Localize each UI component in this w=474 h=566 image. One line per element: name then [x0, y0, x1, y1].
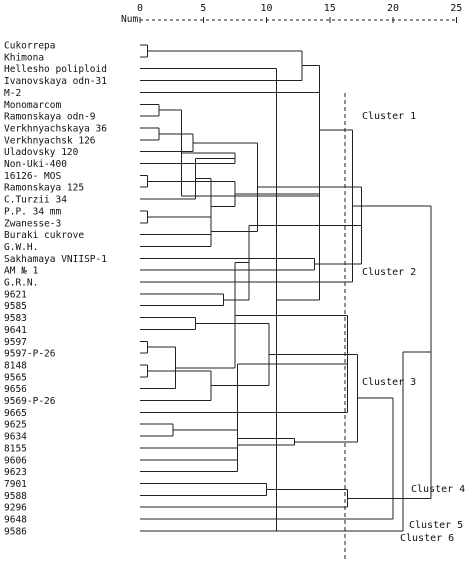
leaf-label: 9583 [4, 313, 27, 324]
leaf-label: 9565 [4, 372, 27, 383]
leaf-label: G.W.H. [4, 242, 38, 253]
leaf-label: M-2 [4, 88, 21, 99]
distance-axis: Num 0 5 10 15 20 25 [121, 3, 462, 25]
leaf-label: Ivanovskaya odn-31 [4, 76, 107, 87]
leaf-label: 9641 [4, 325, 27, 336]
leaf-label: G.R.N. [4, 278, 38, 289]
axis-title: Num [121, 14, 138, 25]
leaf-label: 9597-P-26 [4, 349, 56, 360]
leaf-label: Uladovsky 120 [4, 147, 79, 158]
leaf-label: 9588 [4, 491, 27, 502]
cluster-label-4: Cluster 4 [411, 484, 465, 495]
leaf-label: 9606 [4, 455, 27, 466]
cluster-label-5: Cluster 5 [409, 520, 463, 531]
cluster-label-2: Cluster 2 [362, 267, 416, 278]
axis-tick-label: 15 [324, 3, 336, 14]
cluster-labels: Cluster 1 Cluster 2 Cluster 3 Cluster 4 … [362, 111, 465, 544]
axis-tick-label: 0 [137, 3, 143, 14]
leaf-label: Non-Uki-400 [4, 159, 67, 170]
leaf-label: 9656 [4, 384, 27, 395]
cluster-label-6: Cluster 6 [400, 533, 454, 544]
leaf-label: 9634 [4, 432, 27, 443]
leaf-label: 9625 [4, 420, 27, 431]
leaf-label: AM № 1 [4, 266, 39, 277]
cluster-label-1: Cluster 1 [362, 111, 416, 122]
tree-branches [140, 44, 432, 532]
cluster-label-3: Cluster 3 [362, 377, 416, 388]
leaf-label: Ramonskaya odn-9 [4, 112, 96, 123]
leaf-label: Ramonskaya 125 [4, 183, 84, 194]
leaf-label: 9648 [4, 515, 27, 526]
leaf-label: Hellesho poliploid [4, 64, 107, 75]
leaf-label: 9296 [4, 503, 27, 514]
leaf-label: Khimona [4, 52, 44, 63]
leaf-label: 7901 [4, 479, 27, 490]
leaf-label: 9623 [4, 467, 27, 478]
leaf-label: 9569-P-26 [4, 396, 56, 407]
leaf-label: 9665 [4, 408, 27, 419]
axis-tick-label: 10 [260, 3, 272, 14]
leaf-label: P.P. 34 mm [4, 206, 61, 217]
leaf-label: 9621 [4, 289, 27, 300]
leaf-label: 8155 [4, 443, 27, 454]
leaf-label: Verkhnyachskaya 36 [4, 123, 107, 134]
leaf-label: 9586 [4, 526, 27, 537]
leaf-label: Cukorrepa [4, 41, 55, 52]
leaf-label: Buraki cukrove [4, 230, 84, 241]
leaf-label: C.Turzii 34 [4, 195, 67, 206]
leaf-label: Sakhamaya VNIISP-1 [4, 254, 107, 265]
leaf-label: Verkhnyachsk 126 [4, 135, 96, 146]
leaf-label: 16126- MOS [4, 171, 61, 182]
axis-tick-label: 20 [387, 3, 399, 14]
leaf-label: 9585 [4, 301, 27, 312]
leaf-label: Monomarcom [4, 100, 61, 111]
axis-tick-label: 25 [450, 3, 462, 14]
axis-tick-label: 5 [200, 3, 206, 14]
leaf-label: 9597 [4, 337, 27, 348]
leaf-label: Zwanesse-3 [4, 218, 61, 229]
leaf-label: 8148 [4, 360, 27, 371]
